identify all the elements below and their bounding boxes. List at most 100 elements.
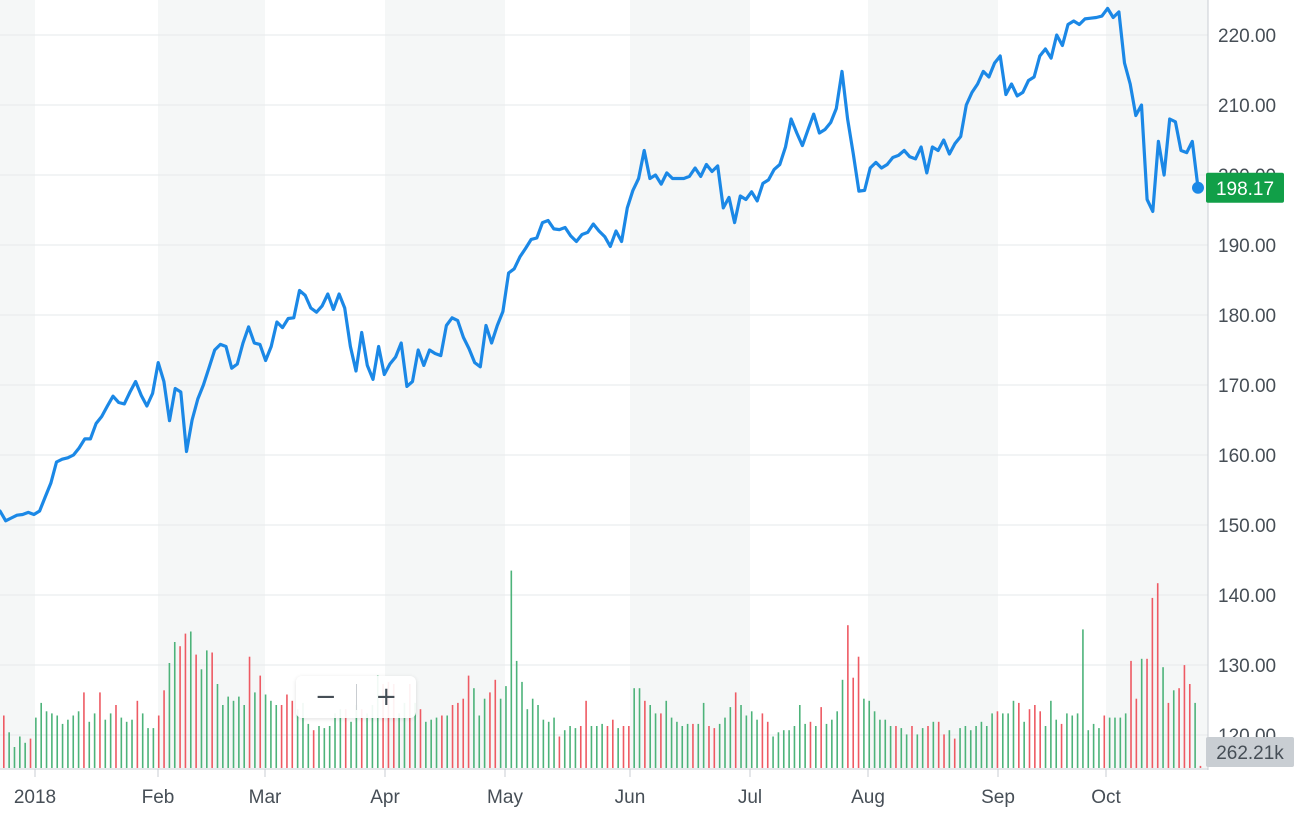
volume-bar <box>120 717 123 768</box>
volume-bar <box>975 726 977 768</box>
volume-bar <box>328 726 331 768</box>
volume-bar <box>307 723 310 768</box>
volume-bar <box>831 719 833 768</box>
volume-bar <box>836 711 838 768</box>
volume-bar <box>1082 629 1084 768</box>
zoom-out-button[interactable]: − <box>314 682 337 712</box>
y-tick-label: 170.00 <box>1218 376 1276 397</box>
y-tick-label: 150.00 <box>1218 516 1276 537</box>
volume-bar <box>612 719 614 768</box>
volume-bar <box>1023 721 1025 768</box>
volume-bar <box>718 723 721 768</box>
volume-bar <box>724 717 726 768</box>
volume-bar <box>254 692 256 768</box>
volume-bar <box>8 732 10 768</box>
volume-bar <box>136 700 139 768</box>
volume-bar <box>1124 713 1127 768</box>
x-tick-label: Aug <box>851 787 885 808</box>
volume-bar <box>318 726 320 768</box>
volume-bar <box>670 717 673 768</box>
volume-bar <box>863 698 865 768</box>
volume-bar <box>1092 723 1095 768</box>
volume-bar <box>873 711 876 768</box>
volume-bar <box>189 631 192 768</box>
volume-bar <box>574 728 577 768</box>
volume-bar <box>788 730 790 768</box>
zoom-in-button[interactable]: + <box>375 682 398 712</box>
volume-bar <box>697 723 700 768</box>
volume-bar <box>628 726 630 768</box>
volume-bar <box>1140 658 1143 768</box>
volume-bar <box>312 730 315 768</box>
volume-bar <box>1034 705 1036 768</box>
volume-bar <box>323 728 326 768</box>
volume-bar <box>67 719 69 768</box>
volume-bar <box>499 698 502 768</box>
volume-bar <box>959 728 961 768</box>
volume-bar <box>489 692 491 768</box>
volume-bar <box>248 656 251 768</box>
volume-bar <box>462 698 465 768</box>
volume-bar <box>515 660 518 768</box>
volume-bar <box>708 726 710 768</box>
volume-bar <box>937 721 940 768</box>
volume-bar <box>980 721 983 768</box>
volume-bar <box>537 705 539 768</box>
volume-bar <box>141 713 144 768</box>
volume-bar <box>296 709 299 768</box>
month-band <box>0 0 35 768</box>
volume-bar <box>478 715 481 768</box>
volume-bar <box>953 738 956 768</box>
y-tick-label: 190.00 <box>1218 236 1276 257</box>
volume-bar <box>1183 665 1186 768</box>
volume-bar <box>1087 730 1090 768</box>
x-tick-label: Apr <box>370 787 400 808</box>
volume-bar <box>1188 684 1191 768</box>
volume-bar <box>147 728 149 768</box>
volume-bar <box>451 705 454 768</box>
volume-bar <box>676 721 678 768</box>
volume-bar <box>1098 728 1100 768</box>
x-tick-label: Mar <box>249 787 282 808</box>
volume-bar <box>638 688 641 768</box>
current-price-badge <box>1206 172 1284 203</box>
volume-bar <box>446 715 449 768</box>
volume-bar <box>927 726 929 768</box>
zoom-control: − + <box>296 676 416 718</box>
volume-bar <box>542 719 545 768</box>
volume-bar <box>692 723 694 768</box>
volume-bar <box>206 650 208 768</box>
volume-bar <box>879 719 881 768</box>
y-tick-label: 160.00 <box>1218 446 1276 467</box>
volume-bar <box>841 679 844 768</box>
volume-bar <box>77 711 80 768</box>
volume-bar <box>3 715 5 768</box>
volume-bar <box>398 713 400 768</box>
volume-bar <box>227 696 229 768</box>
volume-bar <box>409 684 411 768</box>
volume-bar <box>88 721 91 768</box>
volume-bar <box>985 726 988 768</box>
volume-bar <box>526 709 529 768</box>
volume-bar <box>729 707 732 768</box>
volume-bar <box>467 675 470 768</box>
volume-bar <box>211 652 213 768</box>
volume-bar <box>1199 765 1202 768</box>
volume-bar <box>457 702 459 768</box>
volume-bar <box>157 715 160 768</box>
volume-bar <box>531 698 534 768</box>
price-line <box>0 6 1200 523</box>
volume-bar <box>622 726 625 768</box>
volume-bar <box>585 700 587 768</box>
volume-bar <box>734 692 737 768</box>
volume-bar <box>243 705 245 768</box>
volume-bar <box>403 702 406 768</box>
volume-bar <box>232 700 235 768</box>
volume-bar <box>494 679 497 768</box>
volume-bar <box>1007 713 1009 768</box>
volume-bar <box>606 726 609 768</box>
volume-bar <box>414 702 416 768</box>
x-tick-label: Jun <box>615 787 646 808</box>
volume-bar <box>355 705 358 768</box>
